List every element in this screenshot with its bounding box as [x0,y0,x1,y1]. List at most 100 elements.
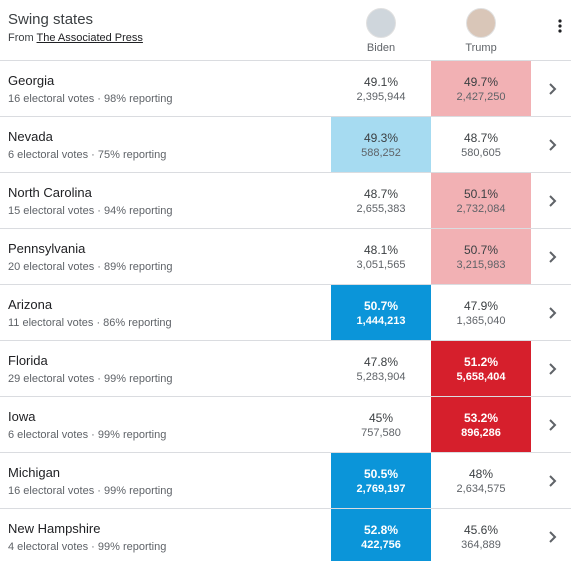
result-cell: 50.1% 2,732,084 [431,173,531,228]
chevron[interactable] [548,250,558,264]
title: Swing states [8,11,94,28]
source-prefix: From [8,32,34,44]
percent: 51.2% [463,355,499,369]
percent: 50.7% [463,243,499,257]
percent: 49.1% [363,75,399,89]
chevron[interactable] [548,362,558,376]
state-row[interactable]: Iowa 6 electoral votes · 99% reporting 45%… [0,397,571,453]
state-row[interactable]: Florida 29 electoral votes · 99% reportin… [0,341,571,397]
state-details: 20 electoral votes · 89% reporting [8,261,173,273]
state-details: 11 electoral votes · 86% reporting [8,317,172,329]
votes: 1,365,040 [456,315,506,327]
state-name: Arizona [8,297,53,312]
percent: 50.5% [363,467,399,481]
chevron[interactable] [548,82,558,96]
percent: 48.1% [363,243,399,257]
percent: 48.7% [363,187,399,201]
percent: 50.1% [463,187,499,201]
result-cell: 52.8% 422,756 [331,509,431,561]
state-name: Florida [8,353,48,368]
header: Swing states From The Associated Press B… [0,0,571,61]
result-cell: 50.7% 1,444,213 [331,285,431,340]
result-cell: 45.6% 364,889 [431,509,531,561]
result-cell: 48% 2,634,575 [431,453,531,508]
votes: 364,889 [461,539,501,551]
result-cell: 49.1% 2,395,944 [331,61,431,116]
state-details: 16 electoral votes · 99% reporting [8,485,173,497]
result-cell: 48.7% 580,605 [431,117,531,172]
result-cell: 49.7% 2,427,250 [431,61,531,116]
percent: 50.7% [363,299,399,313]
state-name: North Carolina [8,185,92,200]
votes: 2,427,250 [456,91,506,103]
result-cell: 49.3% 588,252 [331,117,431,172]
chevron[interactable] [548,530,558,544]
percent: 45% [368,411,394,425]
result-cell: 47.8% 5,283,904 [331,341,431,396]
votes: 422,756 [361,539,401,551]
source: From The Associated Press [8,32,143,44]
votes: 580,605 [461,147,501,159]
chevron[interactable] [548,306,558,320]
state-row[interactable]: New Hampshire 4 electoral votes · 99% rep… [0,509,571,561]
result-cell: 51.2% 5,658,404 [431,341,531,396]
state-details: 6 electoral votes · 99% reporting [8,429,167,441]
percent: 53.2% [463,411,499,425]
result-cell: 50.7% 3,215,983 [431,229,531,284]
candidate: Trump [431,8,531,54]
percent: 48% [468,467,494,481]
votes: 2,634,575 [456,483,506,495]
percent: 49.3% [363,131,399,145]
state-name: Iowa [8,409,36,424]
state-name: Michigan [8,465,61,480]
votes: 5,658,404 [456,371,506,383]
state-name: Pennsylvania [8,241,86,256]
percent: 52.8% [363,523,399,537]
percent: 47.8% [363,355,399,369]
state-row[interactable]: Arizona 11 electoral votes · 86% reportin… [0,285,571,341]
state-row[interactable]: Pennsylvania 20 electoral votes · 89% rep… [0,229,571,285]
candidate-name: Trump [465,42,497,54]
percent: 47.9% [463,299,499,313]
votes: 588,252 [361,147,401,159]
result-cell: 45% 757,580 [331,397,431,452]
more-menu[interactable] [557,18,563,34]
votes: 2,732,084 [456,203,506,215]
votes: 3,215,983 [456,259,506,271]
votes: 1,444,213 [356,315,406,327]
votes: 3,051,565 [356,259,406,271]
state-details: 4 electoral votes · 99% reporting [8,541,167,553]
chevron[interactable] [548,194,558,208]
source-link[interactable]: The Associated Press [36,32,143,44]
percent: 48.7% [463,131,499,145]
percent: 49.7% [463,75,499,89]
votes: 757,580 [361,427,401,439]
result-cell: 47.9% 1,365,040 [431,285,531,340]
state-details: 16 electoral votes · 98% reporting [8,93,173,105]
votes: 896,286 [461,427,501,439]
candidate: Biden [331,8,431,54]
state-details: 6 electoral votes · 75% reporting [8,149,167,161]
avatar [466,8,496,38]
chevron[interactable] [548,474,558,488]
result-cell: 53.2% 896,286 [431,397,531,452]
chevron[interactable] [548,138,558,152]
result-cell: 48.7% 2,655,383 [331,173,431,228]
state-row[interactable]: Georgia 16 electoral votes · 98% reportin… [0,61,571,117]
percent: 45.6% [463,523,499,537]
state-row[interactable]: Nevada 6 electoral votes · 75% reporting 4… [0,117,571,173]
state-name: New Hampshire [8,521,101,536]
votes: 2,769,197 [356,483,406,495]
votes: 2,395,944 [356,91,406,103]
result-cell: 50.5% 2,769,197 [331,453,431,508]
votes: 2,655,383 [356,203,406,215]
chevron[interactable] [548,418,558,432]
state-details: 15 electoral votes · 94% reporting [8,205,173,217]
result-cell: 48.1% 3,051,565 [331,229,431,284]
state-row[interactable]: North Carolina 15 electoral votes · 94% r… [0,173,571,229]
avatar [366,8,396,38]
state-row[interactable]: Michigan 16 electoral votes · 99% reporti… [0,453,571,509]
votes: 5,283,904 [356,371,406,383]
state-name: Georgia [8,73,55,88]
